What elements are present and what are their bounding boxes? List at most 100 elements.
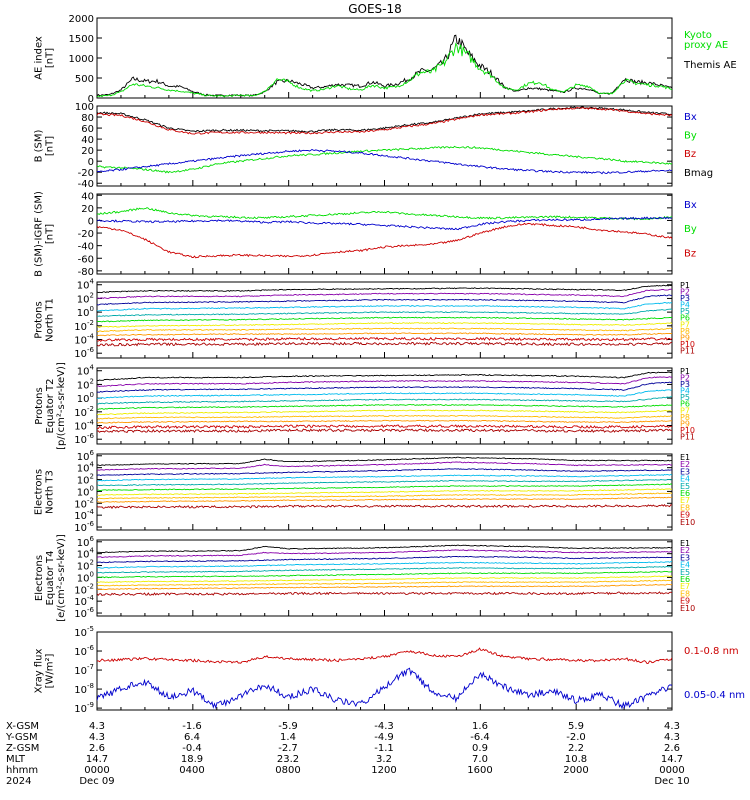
legend-entry: P10 bbox=[680, 426, 695, 435]
legend-entry: By bbox=[684, 131, 697, 142]
y-tick-label: 1500 bbox=[69, 34, 94, 45]
y-tick-exponent: 0 bbox=[90, 484, 94, 492]
y-axis-label: [p/(cm²-s-sr-keV)] bbox=[56, 362, 67, 450]
y-axis-label: B (SM)-IGRF (SM) bbox=[34, 191, 45, 277]
y-tick-exponent: -6 bbox=[87, 520, 95, 528]
footer-value: 1.6 bbox=[472, 721, 488, 732]
series-bdiff-1 bbox=[97, 216, 672, 231]
footer-value: -4.9 bbox=[374, 732, 394, 743]
orbit-footer: X-GSM 4.3 -1.6 -5.9 -4.3 1.6 5.9 4.3 Y-GSM 4.3 6.4… bbox=[5, 721, 690, 787]
legend-entry: P6 bbox=[680, 314, 690, 323]
legend-entry: E5 bbox=[680, 568, 690, 577]
footer-value: 0.9 bbox=[472, 743, 488, 754]
series-group bbox=[97, 647, 672, 710]
footer-value: 5.9 bbox=[568, 721, 584, 732]
y-tick-exponent: 2 bbox=[90, 559, 94, 567]
series-eequator-2 bbox=[97, 555, 672, 564]
y-tick-label: 20 bbox=[81, 146, 94, 157]
y-tick-exponent: 4 bbox=[90, 278, 95, 286]
y-tick-exponent: -4 bbox=[87, 419, 95, 427]
series-eequator-3 bbox=[97, 561, 672, 569]
footer-value: -1.6 bbox=[182, 721, 202, 732]
footer-value: -0.4 bbox=[182, 743, 202, 754]
series-pnorth-3 bbox=[97, 302, 672, 312]
y-axis-label: Protons bbox=[34, 301, 45, 338]
series-group bbox=[97, 106, 672, 175]
y-tick-label: 60 bbox=[81, 124, 94, 135]
series-enorth-5 bbox=[97, 483, 672, 491]
footer-value: -2.0 bbox=[566, 732, 586, 743]
y-tick-exponent: -4 bbox=[87, 333, 95, 341]
legend-entry: P3 bbox=[680, 294, 690, 303]
series-eequator-5 bbox=[97, 570, 672, 579]
legend-entry: Kyoto bbox=[684, 30, 712, 41]
legend-entry: P7 bbox=[680, 406, 690, 415]
y-axis-label: [nT] bbox=[45, 48, 56, 68]
series-pequator-7 bbox=[97, 414, 672, 420]
y-tick-label: -60 bbox=[78, 254, 94, 265]
y-tick-label: 100 bbox=[77, 305, 94, 319]
legend-entry: E9 bbox=[680, 511, 690, 520]
footer-value: -6.4 bbox=[470, 732, 490, 743]
y-tick-label: 80 bbox=[81, 113, 94, 124]
footer-value: 14.7 bbox=[86, 754, 108, 765]
panel-frame bbox=[96, 193, 673, 275]
legend-entry: E4 bbox=[680, 475, 690, 484]
y-tick-exponent: -6 bbox=[87, 432, 95, 440]
footer-value: 2.6 bbox=[89, 743, 105, 754]
y-tick-label: 10-4 bbox=[74, 333, 94, 347]
footer-value: 1.4 bbox=[280, 732, 296, 743]
legend-entry: E6 bbox=[680, 489, 690, 498]
footer-value: -4.3 bbox=[374, 721, 394, 732]
y-axis-label: B (SM) bbox=[34, 129, 45, 162]
y-axis-label: North T3 bbox=[45, 470, 56, 514]
y-tick-label: 40 bbox=[81, 135, 94, 146]
footer-row-label: hhmm bbox=[6, 765, 38, 776]
series-enorth-6 bbox=[97, 488, 672, 496]
y-tick-label: -40 bbox=[78, 242, 94, 253]
series-pequator-8 bbox=[97, 419, 672, 424]
series-pnorth-5 bbox=[97, 316, 672, 323]
legend-entry: 0.1-0.8 nm bbox=[684, 646, 739, 657]
y-tick-label: 104 bbox=[77, 364, 95, 378]
legend-entry: E2 bbox=[680, 460, 690, 469]
series-enorth-0 bbox=[97, 456, 672, 466]
y-tick-label: 0 bbox=[88, 94, 94, 105]
series-pequator-1 bbox=[97, 376, 672, 387]
y-tick-exponent: 6 bbox=[90, 535, 95, 543]
series-ae-0 bbox=[97, 34, 672, 97]
y-tick-exponent: 2 bbox=[90, 291, 94, 299]
series-group bbox=[97, 456, 672, 510]
y-tick-exponent: -5 bbox=[87, 625, 94, 633]
series-eequator-6 bbox=[97, 575, 672, 584]
footer-value: Dec 10 bbox=[654, 776, 689, 787]
y-tick-exponent: 4 bbox=[90, 364, 95, 372]
footer-value: 2.6 bbox=[664, 743, 680, 754]
series-pnorth-0 bbox=[97, 284, 672, 294]
legend-entry: E5 bbox=[680, 482, 690, 491]
y-axis-label: [nT] bbox=[45, 224, 56, 244]
y-tick-exponent: 4 bbox=[90, 547, 95, 555]
series-pequator-2 bbox=[97, 381, 672, 393]
y-tick-label: 102 bbox=[77, 377, 94, 391]
y-tick-label: -20 bbox=[78, 229, 94, 240]
legend-entry: P2 bbox=[680, 288, 690, 297]
series-pnorth-10 bbox=[97, 341, 672, 347]
footer-value: 6.4 bbox=[184, 732, 200, 743]
panel-frame bbox=[96, 105, 673, 187]
series-pequator-10 bbox=[97, 428, 672, 434]
legend-entry: E6 bbox=[680, 575, 690, 584]
legend-entry: P5 bbox=[680, 393, 690, 402]
footer-row-label: MLT bbox=[6, 754, 26, 765]
series-bsm-0 bbox=[97, 106, 672, 133]
series-pnorth-1 bbox=[97, 288, 672, 300]
series-bdiff-0 bbox=[97, 207, 672, 221]
footer-row-label: X-GSM bbox=[6, 721, 39, 732]
footer-value: 4.3 bbox=[89, 732, 105, 743]
series-eequator-4 bbox=[97, 565, 672, 574]
footer-value: 10.8 bbox=[565, 754, 587, 765]
